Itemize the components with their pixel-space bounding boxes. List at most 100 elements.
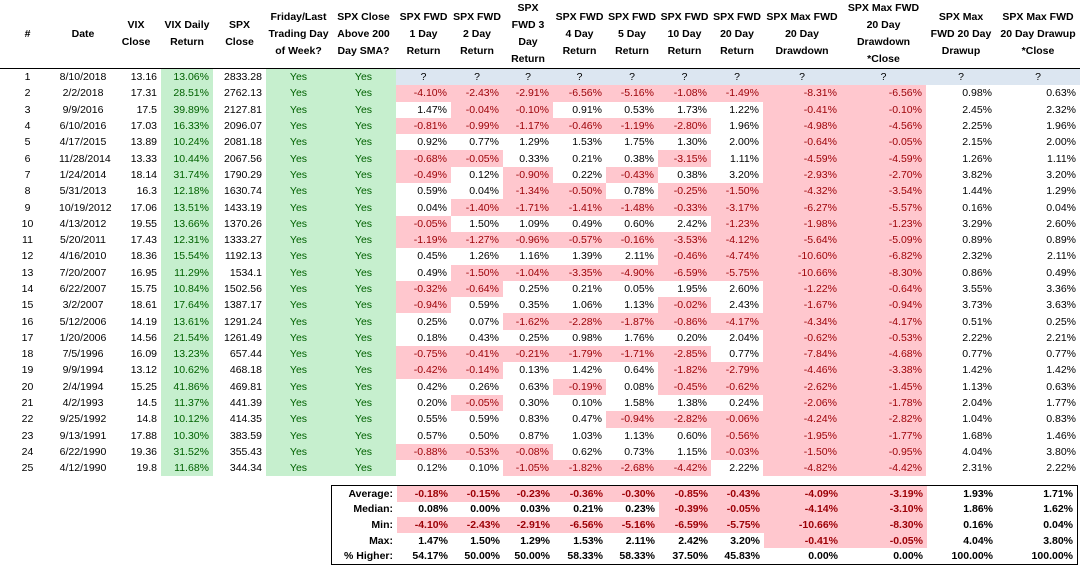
table-row: 14 6/22/2007 15.75 10.84% 1502.56 Yes Yes -0.32… (0, 280, 1080, 298)
table-cell: 0.64% (624, 364, 654, 377)
table-cell: 6/22/2007 (59, 283, 107, 295)
table-cell: -0.32% (396, 280, 451, 298)
table-cell: 1.16% (519, 250, 549, 263)
table-cell: Yes (266, 134, 331, 151)
table-cell: 1.13% (962, 380, 992, 393)
table-cell: 6/22/1990 (59, 445, 107, 458)
table-cell: 0.51% (962, 315, 992, 328)
summary-value: -8.30% (842, 517, 927, 533)
summary-value: 1.47% (418, 534, 448, 547)
table-cell: -0.56% (711, 427, 763, 444)
table-cell: -1.41% (553, 199, 606, 216)
summary-value: -5.16% (607, 517, 659, 533)
table-cell: 0.13% (519, 364, 549, 377)
table-cell: 17.88 (130, 429, 157, 442)
table-cell: -0.49% (396, 166, 451, 184)
table-cell: 1433.19 (224, 201, 262, 214)
table-cell: 1.75% (624, 136, 654, 149)
table-cell: -2.80% (658, 117, 711, 135)
summary-value: -0.43% (712, 486, 764, 502)
table-cell: 24 (21, 445, 34, 458)
table-row: 2 2/2/2018 17.31 28.51% 2762.13 Yes Yes -4.10% -… (0, 85, 1080, 102)
table-row: 6 11/28/2014 13.33 10.44% 2067.56 Yes Yes -0.68… (0, 150, 1080, 167)
table-cell: -0.50% (553, 183, 606, 200)
table-cell: 9/25/1992 (59, 413, 107, 426)
table-cell: 2762.13 (224, 87, 262, 100)
table-cell: 16.09 (130, 348, 157, 361)
table-cell: 5/12/2006 (59, 315, 107, 328)
table-cell: -1.40% (451, 199, 503, 216)
table-cell: 1387.17 (224, 299, 262, 312)
column-header: SPX Max FWD 20 Day Drawup (926, 0, 996, 69)
summary-value: 3.20% (730, 534, 760, 547)
summary-value: -2.43% (452, 517, 504, 533)
table-cell: 31.74% (161, 166, 213, 184)
table-row: 15 3/2/2007 18.61 17.64% 1387.17 Yes Yes -0.94%… (0, 297, 1080, 314)
summary-value: -0.41% (764, 532, 842, 549)
summary-table: Average: -0.18% -0.15% -0.23% -0.36% -0.30% -0… (332, 486, 1077, 564)
table-cell: -1.71% (606, 346, 658, 363)
summary-body: Average: -0.18% -0.15% -0.23% -0.36% -0.30% -0… (332, 486, 1077, 564)
column-header: SPX FWD 20 Day Return (711, 0, 763, 69)
column-header: Friday/Last Trading Day of Week? (266, 0, 331, 69)
table-cell: -0.03% (711, 443, 763, 461)
table-cell: 1261.49 (224, 331, 262, 344)
table-cell: 17.5 (136, 103, 157, 116)
summary-value: 2.11% (625, 534, 655, 547)
table-cell: -4.42% (841, 460, 926, 477)
table-cell: -1.04% (503, 264, 553, 281)
table-cell: ? (396, 68, 451, 86)
table-cell: -1.34% (503, 183, 553, 200)
table-cell: 16.33% (161, 117, 213, 135)
table-cell: 18.61 (130, 299, 157, 312)
table-row: 12 4/16/2010 18.36 15.54% 1192.13 Yes Yes 0.45%… (0, 248, 1080, 265)
table-cell: 0.98% (572, 331, 602, 344)
table-cell: 5 (24, 136, 31, 149)
table-cell: Yes (266, 378, 331, 395)
table-cell: -1.78% (841, 394, 926, 412)
table-cell: -1.19% (606, 117, 658, 135)
table-cell: Yes (331, 280, 396, 298)
table-cell: -5.57% (841, 199, 926, 216)
table-cell: 1790.29 (224, 168, 262, 181)
table-cell: -1.79% (553, 346, 606, 363)
table-cell: 0.18% (417, 331, 447, 344)
table-cell: ? (553, 68, 606, 86)
table-cell: 1.39% (572, 250, 602, 263)
table-cell: -8.31% (763, 85, 841, 102)
table-cell: -0.06% (711, 411, 763, 428)
table-cell: 2.60% (729, 283, 759, 295)
table-cell: 1.42% (962, 364, 992, 377)
table-cell: ? (606, 68, 658, 86)
table-cell: Yes (266, 346, 331, 363)
table-cell: -0.05% (451, 394, 503, 412)
table-cell: 2.32% (1046, 103, 1076, 116)
summary-value: -0.85% (659, 486, 712, 502)
table-cell: -3.53% (658, 231, 711, 249)
table-cell: 441.39 (229, 397, 262, 410)
table-cell: -0.10% (841, 101, 926, 118)
column-header: SPX Close (213, 0, 266, 69)
table-cell: 2067.56 (224, 152, 262, 165)
table-cell: 3.82% (962, 168, 992, 181)
summary-value: 0.00% (470, 503, 500, 516)
table-cell: 7 (24, 168, 31, 181)
table-cell: 10 (21, 217, 34, 230)
table-cell: -4.17% (711, 313, 763, 330)
summary-box: Average: -0.18% -0.15% -0.23% -0.36% -0.30% -0… (331, 485, 1078, 565)
table-cell: 468.18 (229, 364, 262, 377)
table-cell: -1.19% (396, 231, 451, 249)
summary-value: -0.36% (554, 486, 607, 502)
table-cell: -4.17% (841, 313, 926, 330)
table-cell: 0.35% (519, 299, 549, 312)
table-cell: -0.08% (503, 443, 553, 461)
table-row: 18 7/5/1996 16.09 13.23% 657.44 Yes Yes -0.75% -… (0, 346, 1080, 363)
table-cell: -0.64% (841, 280, 926, 298)
table-cell: -2.43% (451, 85, 503, 102)
table-cell: 1.26% (962, 152, 992, 165)
table-cell: -1.82% (658, 362, 711, 379)
table-row: 23 9/13/1991 17.88 10.30% 383.59 Yes Yes 0.57% 0… (0, 427, 1080, 444)
table-cell: 0.62% (572, 445, 602, 458)
table-cell: 0.10% (572, 397, 602, 410)
table-cell: -2.68% (606, 460, 658, 477)
